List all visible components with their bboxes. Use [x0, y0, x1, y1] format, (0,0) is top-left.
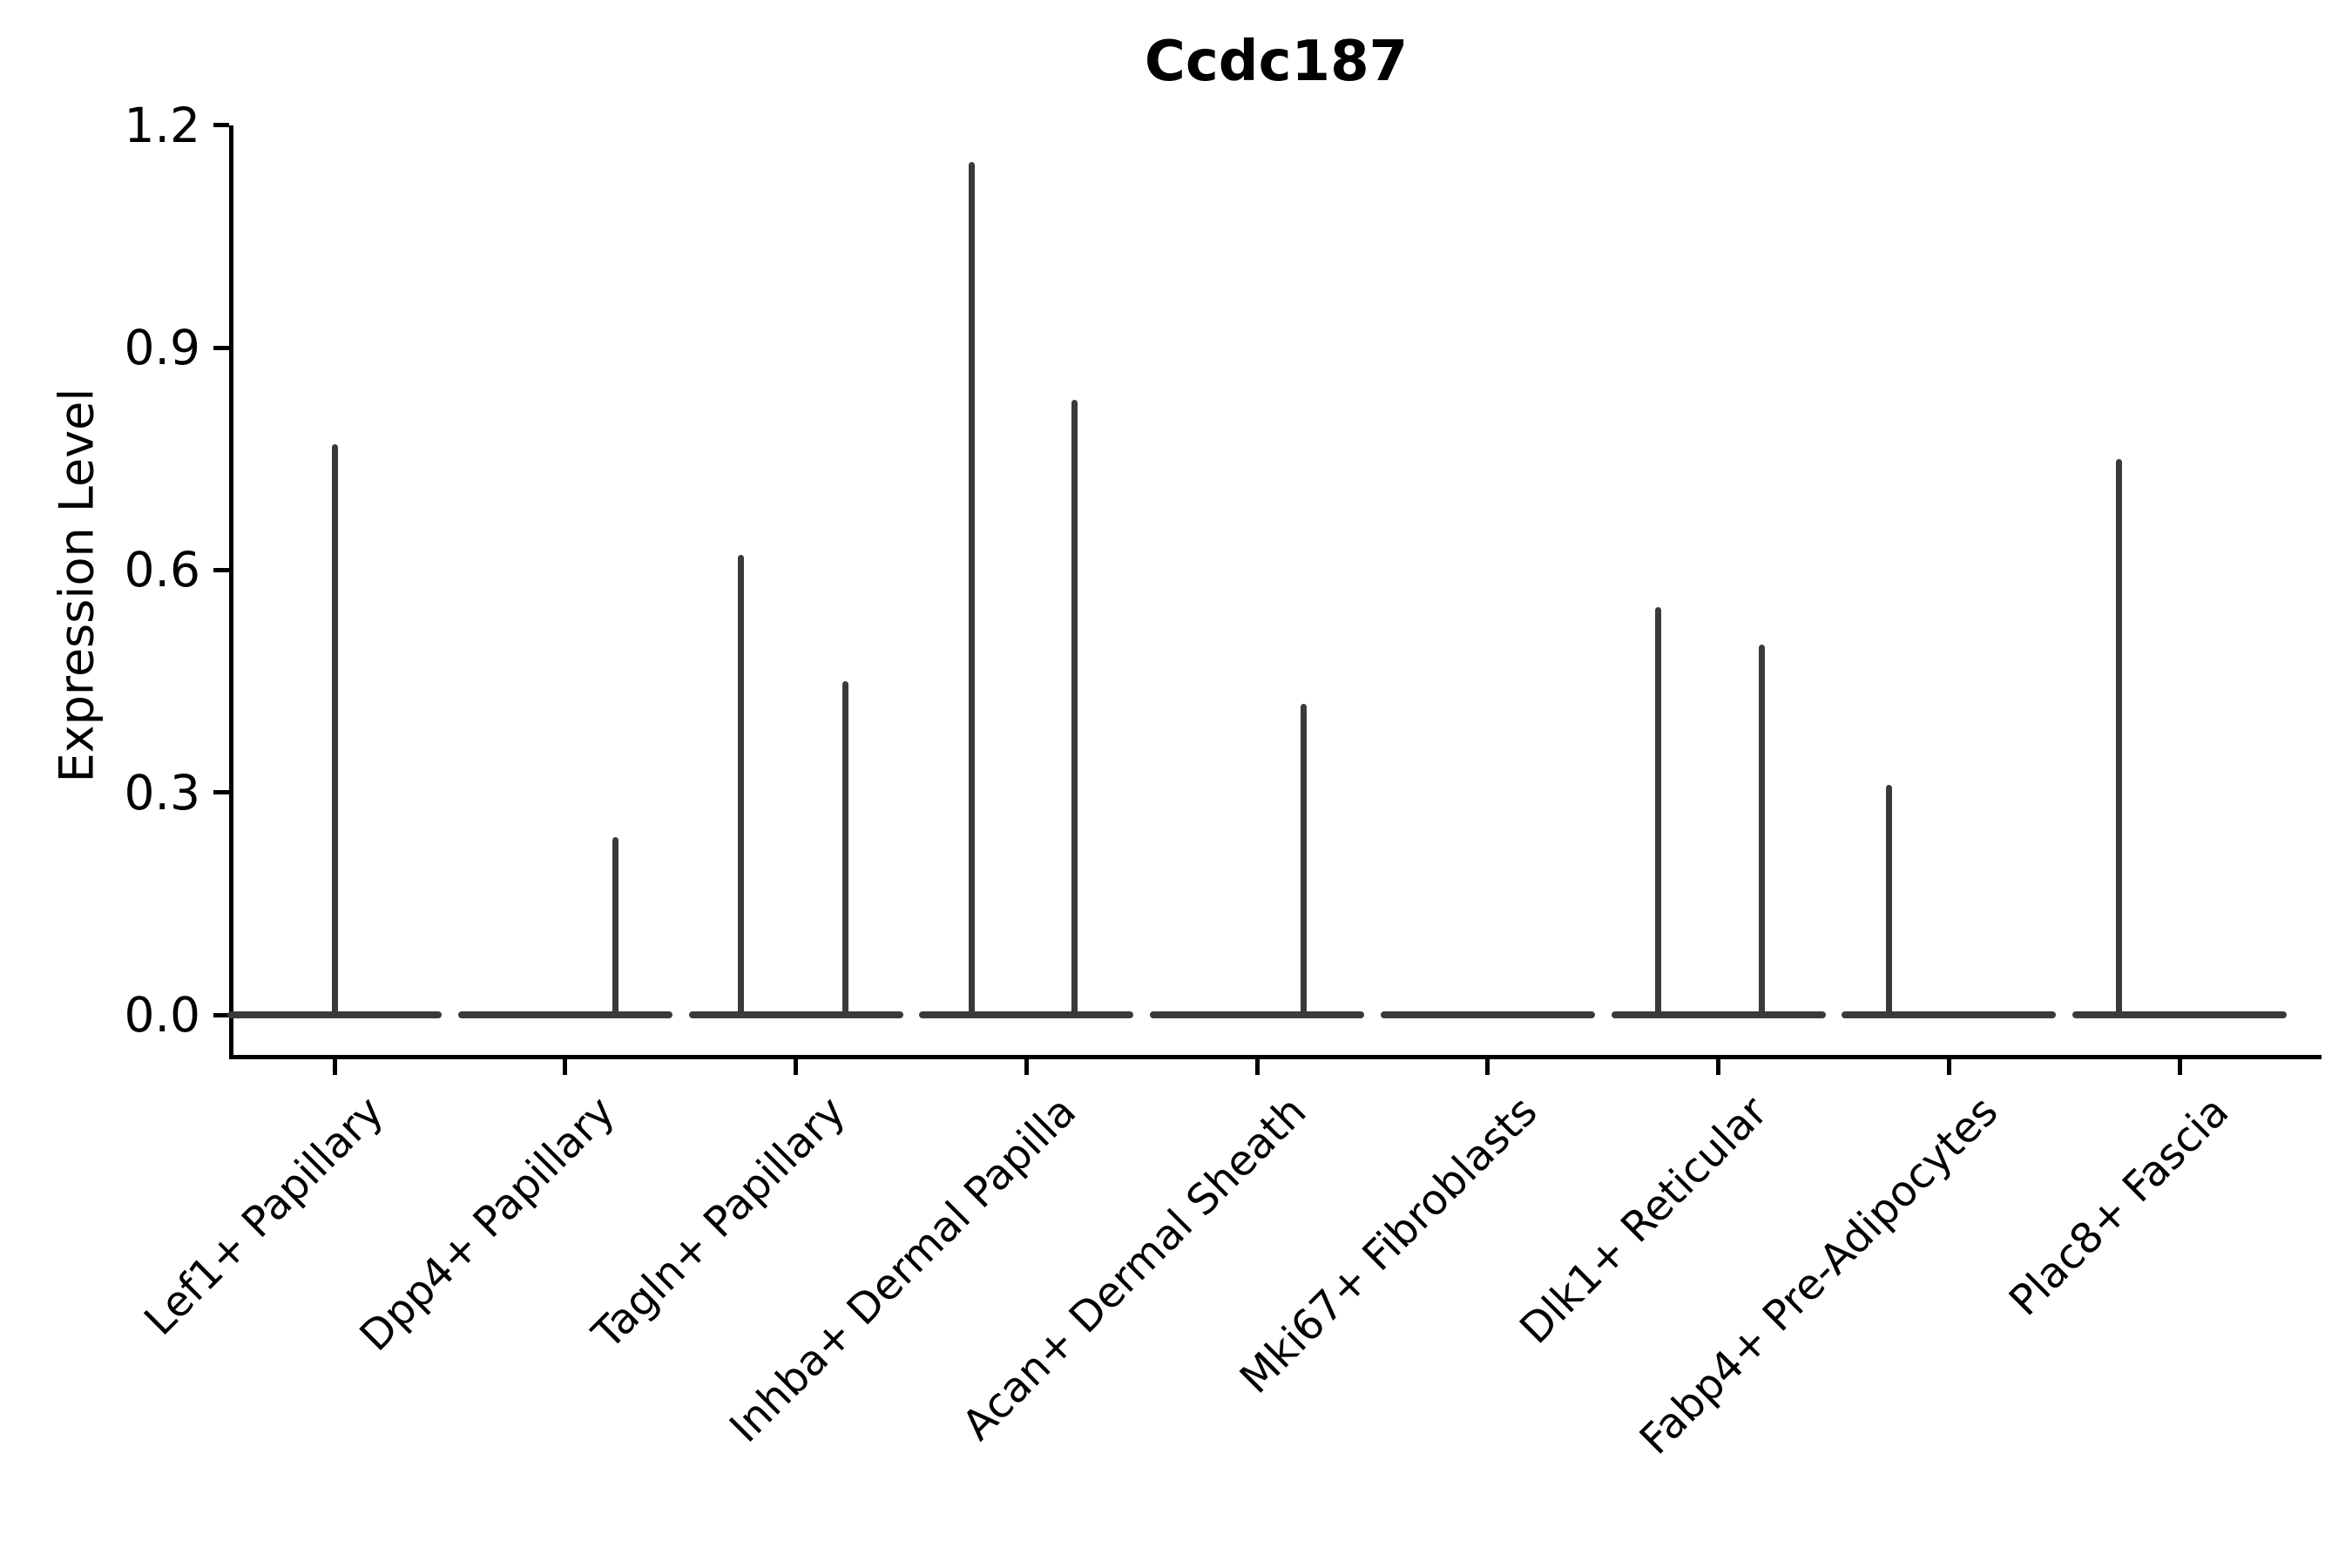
y-tick-label: 0.6: [124, 542, 200, 598]
violin-spike: [1885, 785, 1892, 1015]
violin-baseline: [227, 1011, 442, 1018]
x-tick: [1485, 1058, 1490, 1075]
y-tick: [213, 567, 229, 572]
y-tick-label: 1.2: [124, 97, 200, 153]
chart-title: Ccdc187: [1144, 30, 1409, 94]
violin-baseline: [688, 1011, 903, 1018]
violin-baseline: [2072, 1011, 2287, 1018]
x-tick: [563, 1058, 568, 1075]
violin-baseline: [919, 1011, 1134, 1018]
violin-spike: [1300, 703, 1307, 1015]
violin-baseline: [457, 1011, 672, 1018]
x-tick-label: Plac8+ Fascia: [1999, 1086, 2239, 1326]
violin-spike: [738, 555, 744, 1015]
x-tick: [1716, 1058, 1720, 1075]
x-axis-spine: [228, 1054, 2322, 1059]
x-tick: [794, 1058, 798, 1075]
violin-spike: [1759, 644, 1765, 1015]
x-tick-label: Lef1+ Papillary: [135, 1086, 394, 1345]
violin-baseline: [1150, 1011, 1364, 1018]
violin-baseline: [1380, 1011, 1595, 1018]
y-tick-label: 0.0: [124, 987, 200, 1043]
y-tick-label: 0.9: [124, 320, 200, 376]
violin-baseline: [1611, 1011, 1826, 1018]
violin-spike: [842, 681, 848, 1015]
x-tick-label: Dpp4+ Papillary: [350, 1086, 625, 1361]
y-tick-label: 0.3: [124, 764, 200, 821]
x-tick: [1254, 1058, 1260, 1075]
violin-spike: [331, 443, 338, 1015]
y-tick: [213, 123, 229, 128]
x-tick: [1024, 1058, 1029, 1075]
violin-spike: [968, 162, 975, 1015]
x-tick: [2177, 1058, 2182, 1075]
violin-spike: [2115, 458, 2122, 1015]
y-tick: [213, 790, 229, 795]
y-tick: [213, 345, 229, 350]
violin-spike: [1071, 399, 1078, 1015]
y-tick: [213, 1012, 229, 1017]
x-tick-label: Dlk1+ Reticular: [1511, 1086, 1777, 1354]
violin-baseline: [1842, 1011, 2057, 1018]
x-tick: [1946, 1058, 1951, 1075]
violin-spike: [1655, 606, 1661, 1015]
y-axis-spine: [228, 125, 233, 1057]
violin-spike: [612, 836, 619, 1015]
x-tick: [332, 1058, 337, 1075]
x-tick-label: Tagln+ Papillary: [583, 1086, 855, 1359]
